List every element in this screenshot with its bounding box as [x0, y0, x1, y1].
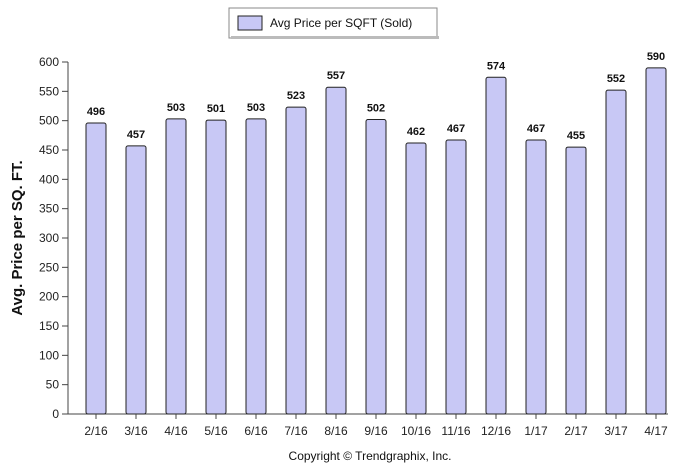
x-tick-label: 7/16: [284, 424, 308, 438]
x-tick-label: 2/16: [84, 424, 108, 438]
legend-label: Avg Price per SQFT (Sold): [270, 16, 412, 30]
bar-2-16: [85, 122, 107, 415]
y-tick-label: 500: [39, 114, 59, 128]
x-tick-label: 2/17: [564, 424, 588, 438]
data-label: 501: [207, 103, 225, 115]
data-label: 455: [567, 130, 585, 142]
x-tick-label: 11/16: [441, 424, 470, 438]
bar-4-16: [165, 118, 187, 415]
x-tick-label: 9/16: [364, 424, 388, 438]
y-axis-label: Avg. Price per SQ. FT.: [9, 160, 26, 315]
x-tick-label: 10/16: [401, 424, 431, 438]
data-label: 557: [327, 70, 345, 82]
bars: 496 457 503 501 503 523 557 502 462 467 574 467 455 5…: [85, 51, 667, 415]
data-label: 574: [487, 60, 506, 72]
x-tick-label: 1/17: [524, 424, 548, 438]
y-tick-label: 100: [39, 348, 59, 362]
y-tick-label: 0: [52, 407, 59, 421]
legend: Avg Price per SQFT (Sold): [228, 7, 439, 39]
legend-swatch: [237, 15, 263, 31]
x-tick-label: 4/17: [644, 424, 668, 438]
y-tick-label: 350: [39, 202, 59, 216]
y-tick-label: 150: [39, 319, 59, 333]
y-tick-label: 550: [39, 84, 59, 98]
y-tick-label: 300: [39, 231, 59, 245]
x-tick-label: 12/16: [481, 424, 511, 438]
bar-8-16: [325, 86, 347, 415]
x-tick-label: 3/17: [604, 424, 628, 438]
data-label: 503: [167, 102, 185, 114]
legend-box: [228, 7, 438, 39]
copyright-text: Copyright © Trendgraphix, Inc.: [289, 449, 452, 463]
y-ticks: 0 50 100 150 200 250 300 350 400 450 500 550 600: [39, 55, 68, 421]
data-label: 467: [527, 123, 545, 135]
x-tick-label: 3/16: [124, 424, 148, 438]
bar-3-17: [605, 89, 627, 415]
y-tick-label: 250: [39, 260, 59, 274]
bar-12-16: [485, 76, 507, 415]
bar-7-16: [285, 106, 307, 415]
x-tick-label: 6/16: [244, 424, 268, 438]
data-label: 503: [247, 102, 265, 114]
data-label: 457: [127, 129, 145, 141]
bar-1-17: [525, 139, 547, 415]
y-tick-label: 50: [46, 378, 60, 392]
y-tick-label: 200: [39, 290, 59, 304]
y-tick-label: 450: [39, 143, 59, 157]
data-label: 502: [367, 102, 385, 114]
bar-3-16: [125, 145, 147, 415]
bar-6-16: [245, 118, 267, 415]
bar-5-16: [205, 119, 227, 415]
legend-box-shadow: [231, 36, 439, 39]
data-label: 462: [407, 126, 425, 138]
x-tick-label: 8/16: [324, 424, 348, 438]
data-label: 467: [447, 123, 465, 135]
x-tick-label: 5/16: [204, 424, 228, 438]
bar-9-16: [365, 118, 387, 415]
x-ticks: 2/16 3/16 4/16 5/16 6/16 7/16 8/16 9/16 10/16 11/…: [84, 414, 668, 438]
bar-2-17: [565, 146, 587, 415]
data-label: 590: [647, 51, 665, 63]
data-label: 496: [87, 106, 105, 118]
data-label: 552: [607, 73, 625, 85]
bar-11-16: [445, 139, 467, 415]
y-tick-label: 600: [39, 55, 59, 69]
data-label: 523: [287, 90, 305, 102]
bar-10-16: [405, 142, 427, 415]
x-tick-label: 4/16: [164, 424, 188, 438]
bar-4-17: [645, 67, 667, 415]
y-tick-label: 400: [39, 172, 59, 186]
